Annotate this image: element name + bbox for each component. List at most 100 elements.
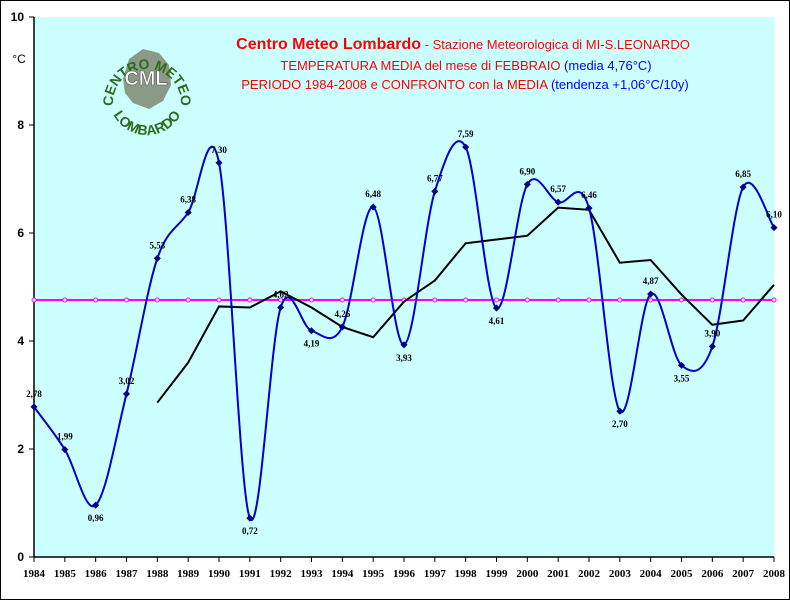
data-label: 6,90 bbox=[519, 166, 535, 176]
x-tick-label: 2003 bbox=[609, 568, 632, 580]
mean-point bbox=[278, 297, 284, 303]
y-tick-label: 8 bbox=[17, 118, 24, 132]
temperature-point bbox=[616, 407, 624, 415]
temperature-point bbox=[61, 446, 69, 454]
data-label-layer: 2,78 1,99 0,96 3,02 5,53 6,38 7,30 0,72 4,62 4,19… bbox=[26, 129, 782, 536]
logo-badge: CML bbox=[124, 68, 167, 90]
mean-point bbox=[555, 297, 561, 303]
temperature-point bbox=[770, 224, 778, 232]
temperature-point bbox=[400, 341, 408, 349]
temperature-point bbox=[647, 290, 655, 298]
data-label: 0,72 bbox=[242, 526, 258, 536]
data-label: 6,10 bbox=[766, 210, 782, 220]
mean-point bbox=[309, 297, 314, 303]
x-tick-label: 2002 bbox=[578, 568, 601, 580]
temperature-point bbox=[431, 187, 439, 195]
mean-point bbox=[124, 297, 129, 303]
data-label: 7,30 bbox=[211, 145, 227, 155]
temperature-point bbox=[307, 327, 316, 335]
x-tick-label: 1991 bbox=[239, 568, 261, 580]
plot-area bbox=[34, 17, 774, 557]
temperature-point bbox=[708, 342, 716, 350]
mean-point bbox=[463, 297, 469, 303]
y-axis: 0 2 4 6 8 10 bbox=[11, 10, 35, 564]
data-label: 0,96 bbox=[88, 513, 104, 523]
x-tick-label: 1989 bbox=[177, 568, 200, 580]
x-axis: 1984 1985 1986 1987 1988 1989 1990 1991 1992 1993… bbox=[23, 556, 786, 580]
mean-point bbox=[709, 297, 715, 303]
mean-point bbox=[154, 297, 160, 303]
mean-point bbox=[339, 297, 345, 303]
x-tick-label: 1986 bbox=[85, 568, 108, 580]
data-label: 2,70 bbox=[612, 419, 628, 429]
x-tick-label: 1995 bbox=[362, 568, 385, 580]
data-label: 3,93 bbox=[396, 353, 412, 363]
x-tick-label: 1990 bbox=[208, 568, 231, 580]
chart-title-line: Centro Meteo Lombardo - Stazione Meteoro… bbox=[236, 36, 690, 53]
data-label: 4,62 bbox=[273, 290, 289, 300]
data-label: 5,53 bbox=[149, 240, 165, 250]
mean-point bbox=[586, 297, 592, 303]
lombardy-map-icon bbox=[123, 49, 171, 109]
mean-point bbox=[31, 297, 37, 303]
temperature-point bbox=[30, 403, 38, 411]
chart-subtitle-1: TEMPERATURA MEDIA del mese di FEBBRAIO (… bbox=[280, 58, 651, 73]
mean-point bbox=[93, 297, 99, 303]
x-tick-label: 1996 bbox=[393, 568, 416, 580]
x-tick-label: 1992 bbox=[270, 568, 293, 580]
mean-point bbox=[185, 297, 191, 303]
mean-point bbox=[216, 297, 222, 303]
x-tick-label: 1988 bbox=[146, 568, 169, 580]
mean-point bbox=[370, 297, 376, 303]
mean-point bbox=[679, 297, 684, 303]
temperature-point bbox=[523, 180, 531, 188]
y-axis-unit: °C bbox=[12, 52, 26, 66]
x-tick-label: 2004 bbox=[640, 568, 663, 580]
y-tick-label: 10 bbox=[11, 10, 25, 24]
temperature-point bbox=[277, 303, 285, 312]
data-label: 4,87 bbox=[643, 276, 659, 286]
temperature-point bbox=[492, 304, 501, 312]
temperature-point bbox=[153, 254, 161, 262]
x-tick-label: 1999 bbox=[486, 568, 509, 580]
y-tick-label: 0 bbox=[17, 550, 24, 564]
moving-average-line bbox=[156, 206, 775, 404]
x-tick-label: 1997 bbox=[424, 568, 447, 580]
temperature-point bbox=[462, 143, 470, 151]
mean-point bbox=[247, 297, 253, 303]
data-label: 6,85 bbox=[735, 169, 751, 179]
temperature-point bbox=[92, 501, 100, 509]
data-label: 6,46 bbox=[581, 190, 597, 200]
mean-point bbox=[432, 297, 438, 303]
x-tick-label: 2001 bbox=[547, 568, 569, 580]
x-tick-label: 2005 bbox=[671, 568, 694, 580]
x-tick-label: 1985 bbox=[54, 568, 77, 580]
data-label: 4,26 bbox=[334, 309, 350, 319]
x-tick-label: 1987 bbox=[116, 568, 139, 580]
data-label: 7,59 bbox=[458, 129, 474, 139]
x-tick-label: 2007 bbox=[732, 568, 755, 580]
temperature-point bbox=[585, 204, 593, 212]
data-label: 6,57 bbox=[550, 184, 566, 194]
y-tick-label: 4 bbox=[17, 334, 24, 348]
chart-title-block: Centro Meteo Lombardo - Stazione Meteoro… bbox=[236, 36, 690, 92]
temperature-point bbox=[369, 203, 377, 211]
y-tick-label: 6 bbox=[17, 226, 24, 240]
temperature-point bbox=[554, 198, 562, 206]
y-tick-label: 2 bbox=[17, 442, 24, 456]
data-label: 1,99 bbox=[57, 432, 73, 442]
mean-point bbox=[648, 297, 654, 303]
data-label: 3,90 bbox=[704, 328, 720, 338]
data-label: 2,78 bbox=[26, 389, 42, 399]
mean-point bbox=[494, 297, 499, 303]
temperature-point bbox=[246, 514, 254, 522]
data-label: 4,19 bbox=[304, 339, 320, 349]
temperature-point bbox=[739, 183, 747, 191]
x-tick-label: 1998 bbox=[455, 568, 478, 580]
mean-point bbox=[771, 297, 777, 303]
data-label: 6,38 bbox=[180, 194, 196, 204]
chart-subtitle-2: PERIODO 1984-2008 e CONFRONTO con la MED… bbox=[241, 77, 689, 92]
series-layer bbox=[30, 140, 778, 522]
